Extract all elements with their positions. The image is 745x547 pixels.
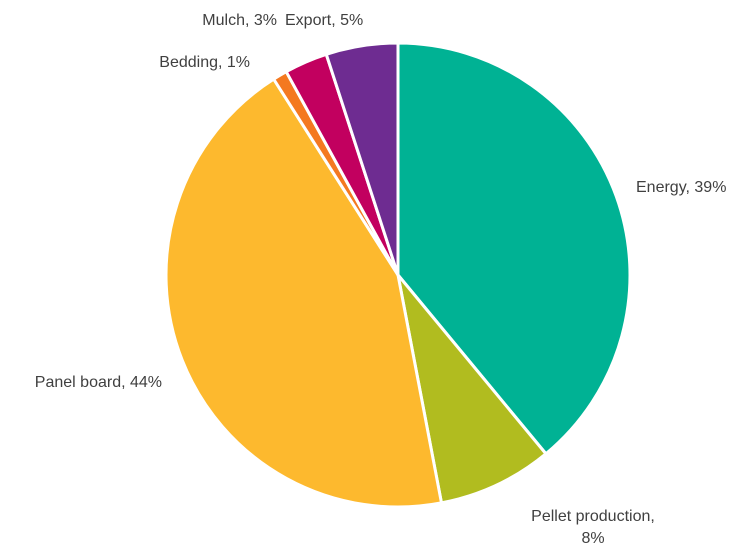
data-label-line: Export, 5% (285, 12, 363, 29)
pie-slice-export (324, 41, 400, 277)
data-label-export: Export, 5% (285, 12, 363, 29)
data-label-line: Energy, 39% (636, 179, 726, 196)
data-label-line: Mulch, 3% (202, 12, 277, 29)
data-label-bedding: Bedding, 1% (159, 54, 250, 71)
data-label-panel-board: Panel board, 44% (35, 374, 162, 391)
data-label-pellet-production: Pellet production, 8% (531, 508, 655, 547)
data-label-line: Bedding, 1% (159, 54, 250, 71)
data-label-mulch: Mulch, 3% (202, 12, 277, 29)
pie-slice-pellet-production (396, 273, 548, 505)
pie-slice-panel-board (164, 77, 443, 509)
data-label-line: Panel board, 44% (35, 374, 162, 391)
pie-slice-energy (396, 41, 632, 456)
data-label-line: Pellet production, (531, 508, 655, 525)
data-label-energy: Energy, 39% (636, 179, 726, 196)
data-label-line: 8% (581, 530, 604, 547)
